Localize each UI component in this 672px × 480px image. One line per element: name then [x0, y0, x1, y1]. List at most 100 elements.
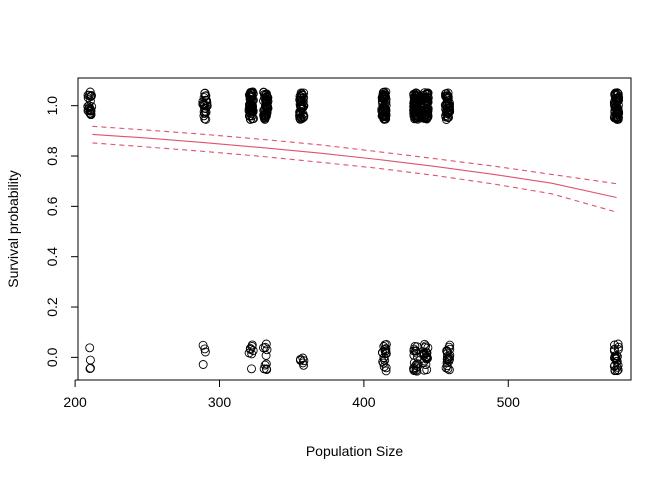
data-point: [442, 97, 452, 107]
data-point: [419, 351, 429, 361]
data-point: [409, 366, 419, 375]
data-point: [249, 114, 258, 124]
data-point: [260, 113, 270, 123]
data-point: [421, 104, 431, 114]
data-point: [259, 96, 268, 106]
data-point: [246, 89, 256, 99]
y-tick-label: 0.2: [44, 297, 60, 317]
data-point: [613, 365, 623, 375]
data-point: [247, 364, 256, 374]
data-point: [613, 339, 623, 349]
fit-lines: [92, 125, 617, 213]
data-point: [443, 364, 453, 374]
data-point: [85, 364, 95, 374]
data-point: [422, 93, 432, 103]
data-point: [87, 102, 97, 112]
data-point: [612, 352, 622, 361]
y-tick-label: 1.0: [44, 96, 60, 116]
data-point: [262, 101, 271, 111]
data-point: [199, 99, 209, 109]
data-point: [378, 357, 388, 367]
data-point: [445, 344, 455, 354]
data-point: [412, 359, 422, 369]
data-point: [200, 347, 210, 357]
data-point: [261, 364, 271, 374]
data-point: [295, 92, 305, 102]
data-point: [410, 341, 420, 351]
data-point: [247, 103, 257, 113]
data-point: [247, 87, 257, 97]
x-axis: 200 300 400 500: [63, 379, 521, 410]
confidence-band-line: [92, 142, 617, 213]
data-point: [377, 106, 387, 116]
x-tick-label: 500: [497, 394, 521, 410]
data-point: [245, 88, 255, 98]
data-point: [613, 104, 623, 114]
data-point: [443, 91, 453, 101]
data-point: [409, 95, 419, 105]
data-point: [420, 343, 430, 352]
data-point: [442, 354, 452, 364]
data-points: [83, 87, 624, 376]
data-point: [295, 111, 304, 121]
y-tick-label: 0.0: [44, 347, 60, 367]
data-point: [85, 355, 95, 365]
data-point: [421, 97, 431, 107]
y-axis: 0.0 0.2 0.4 0.6 0.8 1.0: [44, 96, 79, 367]
data-point: [85, 343, 95, 353]
data-point: [262, 92, 272, 101]
data-point: [200, 344, 210, 354]
data-point: [380, 92, 390, 102]
data-point: [409, 105, 419, 115]
data-point: [261, 351, 271, 360]
data-point: [442, 361, 452, 371]
data-point: [381, 366, 391, 376]
y-tick-label: 0.6: [44, 196, 60, 216]
x-tick-label: 300: [208, 394, 232, 410]
data-point: [295, 355, 305, 365]
data-point: [298, 353, 308, 363]
data-point: [613, 93, 623, 103]
data-point: [247, 340, 257, 350]
data-point: [295, 114, 305, 124]
data-point: [445, 107, 455, 117]
data-point: [84, 90, 94, 100]
data-point: [380, 340, 390, 350]
data-point: [613, 109, 623, 119]
data-point: [420, 339, 430, 349]
fit-line: [92, 133, 617, 199]
data-point: [422, 354, 432, 364]
x-axis-title: Population Size: [306, 443, 404, 459]
y-tick-label: 0.4: [44, 247, 60, 267]
data-point: [263, 102, 273, 112]
confidence-band-line: [92, 125, 617, 185]
data-point: [199, 93, 209, 103]
data-point: [612, 88, 622, 98]
x-tick-label: 200: [63, 394, 87, 410]
y-axis-title: Survival probability: [5, 170, 21, 288]
data-point: [85, 96, 95, 106]
data-point: [378, 107, 388, 117]
data-point: [610, 353, 620, 363]
data-point: [379, 362, 389, 372]
data-point: [201, 91, 211, 101]
data-point: [442, 93, 452, 103]
data-point: [610, 340, 619, 350]
data-point: [377, 348, 387, 357]
data-point: [260, 360, 270, 370]
data-point: [298, 99, 308, 109]
data-point: [613, 89, 623, 99]
data-point: [198, 360, 208, 369]
data-point: [419, 92, 429, 102]
data-point: [248, 102, 258, 112]
data-point: [87, 90, 96, 100]
data-point: [423, 92, 433, 102]
data-point: [244, 348, 254, 358]
data-point: [421, 109, 431, 119]
data-point: [422, 365, 432, 375]
plot-box: [77, 77, 632, 381]
data-point: [444, 113, 453, 122]
data-point: [86, 106, 96, 116]
data-point: [610, 113, 619, 123]
data-point: [246, 104, 256, 114]
